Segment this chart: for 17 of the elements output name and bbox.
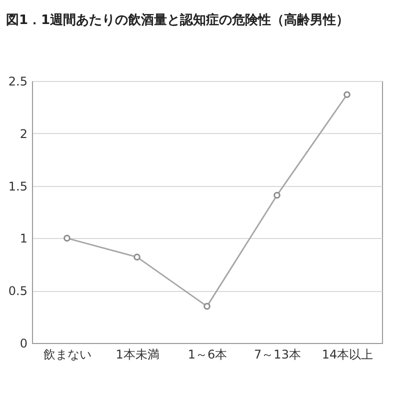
y-tick-label: 0.5 [8,284,28,298]
x-tick-label: 7～13本 [254,348,301,362]
point [204,302,210,310]
y-tick-label: 2 [20,126,28,141]
y-tick-label: 1.5 [8,179,28,194]
point [344,91,350,98]
point [134,254,140,260]
x-tick-label: 飲まない [44,348,92,362]
x-tick-label: 1～6本 [188,348,228,362]
y-tick-label: 1 [20,232,28,246]
y-tick-label: 0 [20,336,28,350]
point [64,234,70,242]
point [274,192,280,199]
x-tick-label: 1本未満 [116,348,160,362]
y-tick-label: 2.5 [8,74,28,88]
x-tick-label: 14本以上 [322,348,374,362]
chart-title: 図1．1週間あたりの飲酒量と認知症の危険性（高齢男性） [6,12,350,28]
